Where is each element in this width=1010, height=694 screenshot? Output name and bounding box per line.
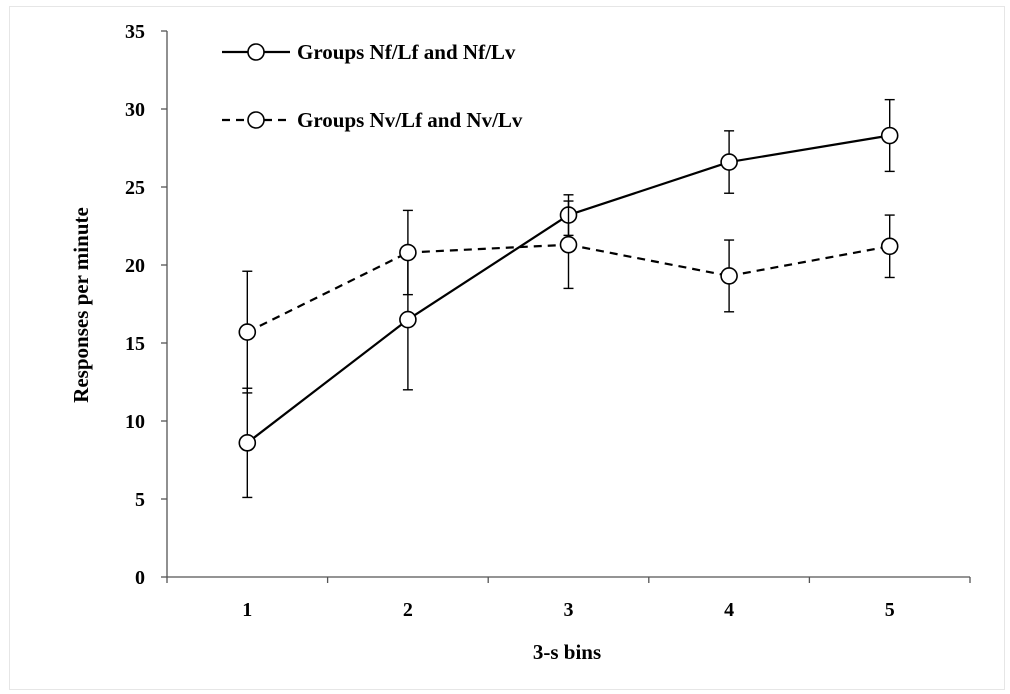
axes xyxy=(161,30,971,583)
legend-marker xyxy=(247,43,265,61)
series-line-segment xyxy=(407,243,569,254)
y-tick-label: 35 xyxy=(125,21,145,43)
legend: Groups Nf/Lf and Nf/Lv Groups Nv/Lf and N… xyxy=(222,40,523,132)
series-layer xyxy=(238,98,899,499)
x-tick-label: 2 xyxy=(403,599,413,621)
y-tick-label: 10 xyxy=(125,411,145,433)
y-tick-label: 0 xyxy=(135,567,145,589)
data-point xyxy=(238,323,257,341)
legend-marker xyxy=(247,111,265,129)
y-tick-label: 30 xyxy=(125,99,145,121)
series-line-segment xyxy=(246,318,409,444)
series-1 xyxy=(238,98,899,499)
series-line-segment xyxy=(568,243,730,277)
y-tick-label: 25 xyxy=(125,177,145,199)
data-point xyxy=(559,235,578,254)
series-line-segment xyxy=(728,134,890,164)
x-axis-title: 3-s bins xyxy=(533,640,601,664)
x-tick-label: 3 xyxy=(564,599,574,621)
y-tick-labels: 0 5 10 15 20 25 30 35 xyxy=(125,21,145,589)
x-tick-label: 4 xyxy=(724,599,734,621)
legend-label: Groups Nf/Lf and Nf/Lv xyxy=(297,40,516,64)
x-tick-labels: 1 2 3 4 5 xyxy=(242,599,894,621)
series-line-segment xyxy=(246,251,409,334)
y-tick-label: 15 xyxy=(125,333,145,355)
x-tick-label: 1 xyxy=(242,599,252,621)
series-2 xyxy=(238,200,899,394)
x-tick-label: 5 xyxy=(885,599,895,621)
y-axis-title: Responses per minute xyxy=(69,207,93,403)
data-point xyxy=(238,434,257,452)
legend-label: Groups Nv/Lf and Nv/Lv xyxy=(297,108,523,132)
data-point xyxy=(399,310,417,329)
data-point xyxy=(880,126,899,145)
data-point xyxy=(880,237,899,256)
chart-frame xyxy=(9,6,1005,690)
data-point xyxy=(720,153,738,171)
data-point xyxy=(399,243,417,262)
y-tick-label: 5 xyxy=(135,489,145,511)
y-tick-label: 20 xyxy=(125,255,145,277)
data-point xyxy=(720,267,738,285)
series-line-segment xyxy=(407,214,570,321)
series-line-segment xyxy=(728,245,890,278)
series-line-segment xyxy=(568,160,730,217)
